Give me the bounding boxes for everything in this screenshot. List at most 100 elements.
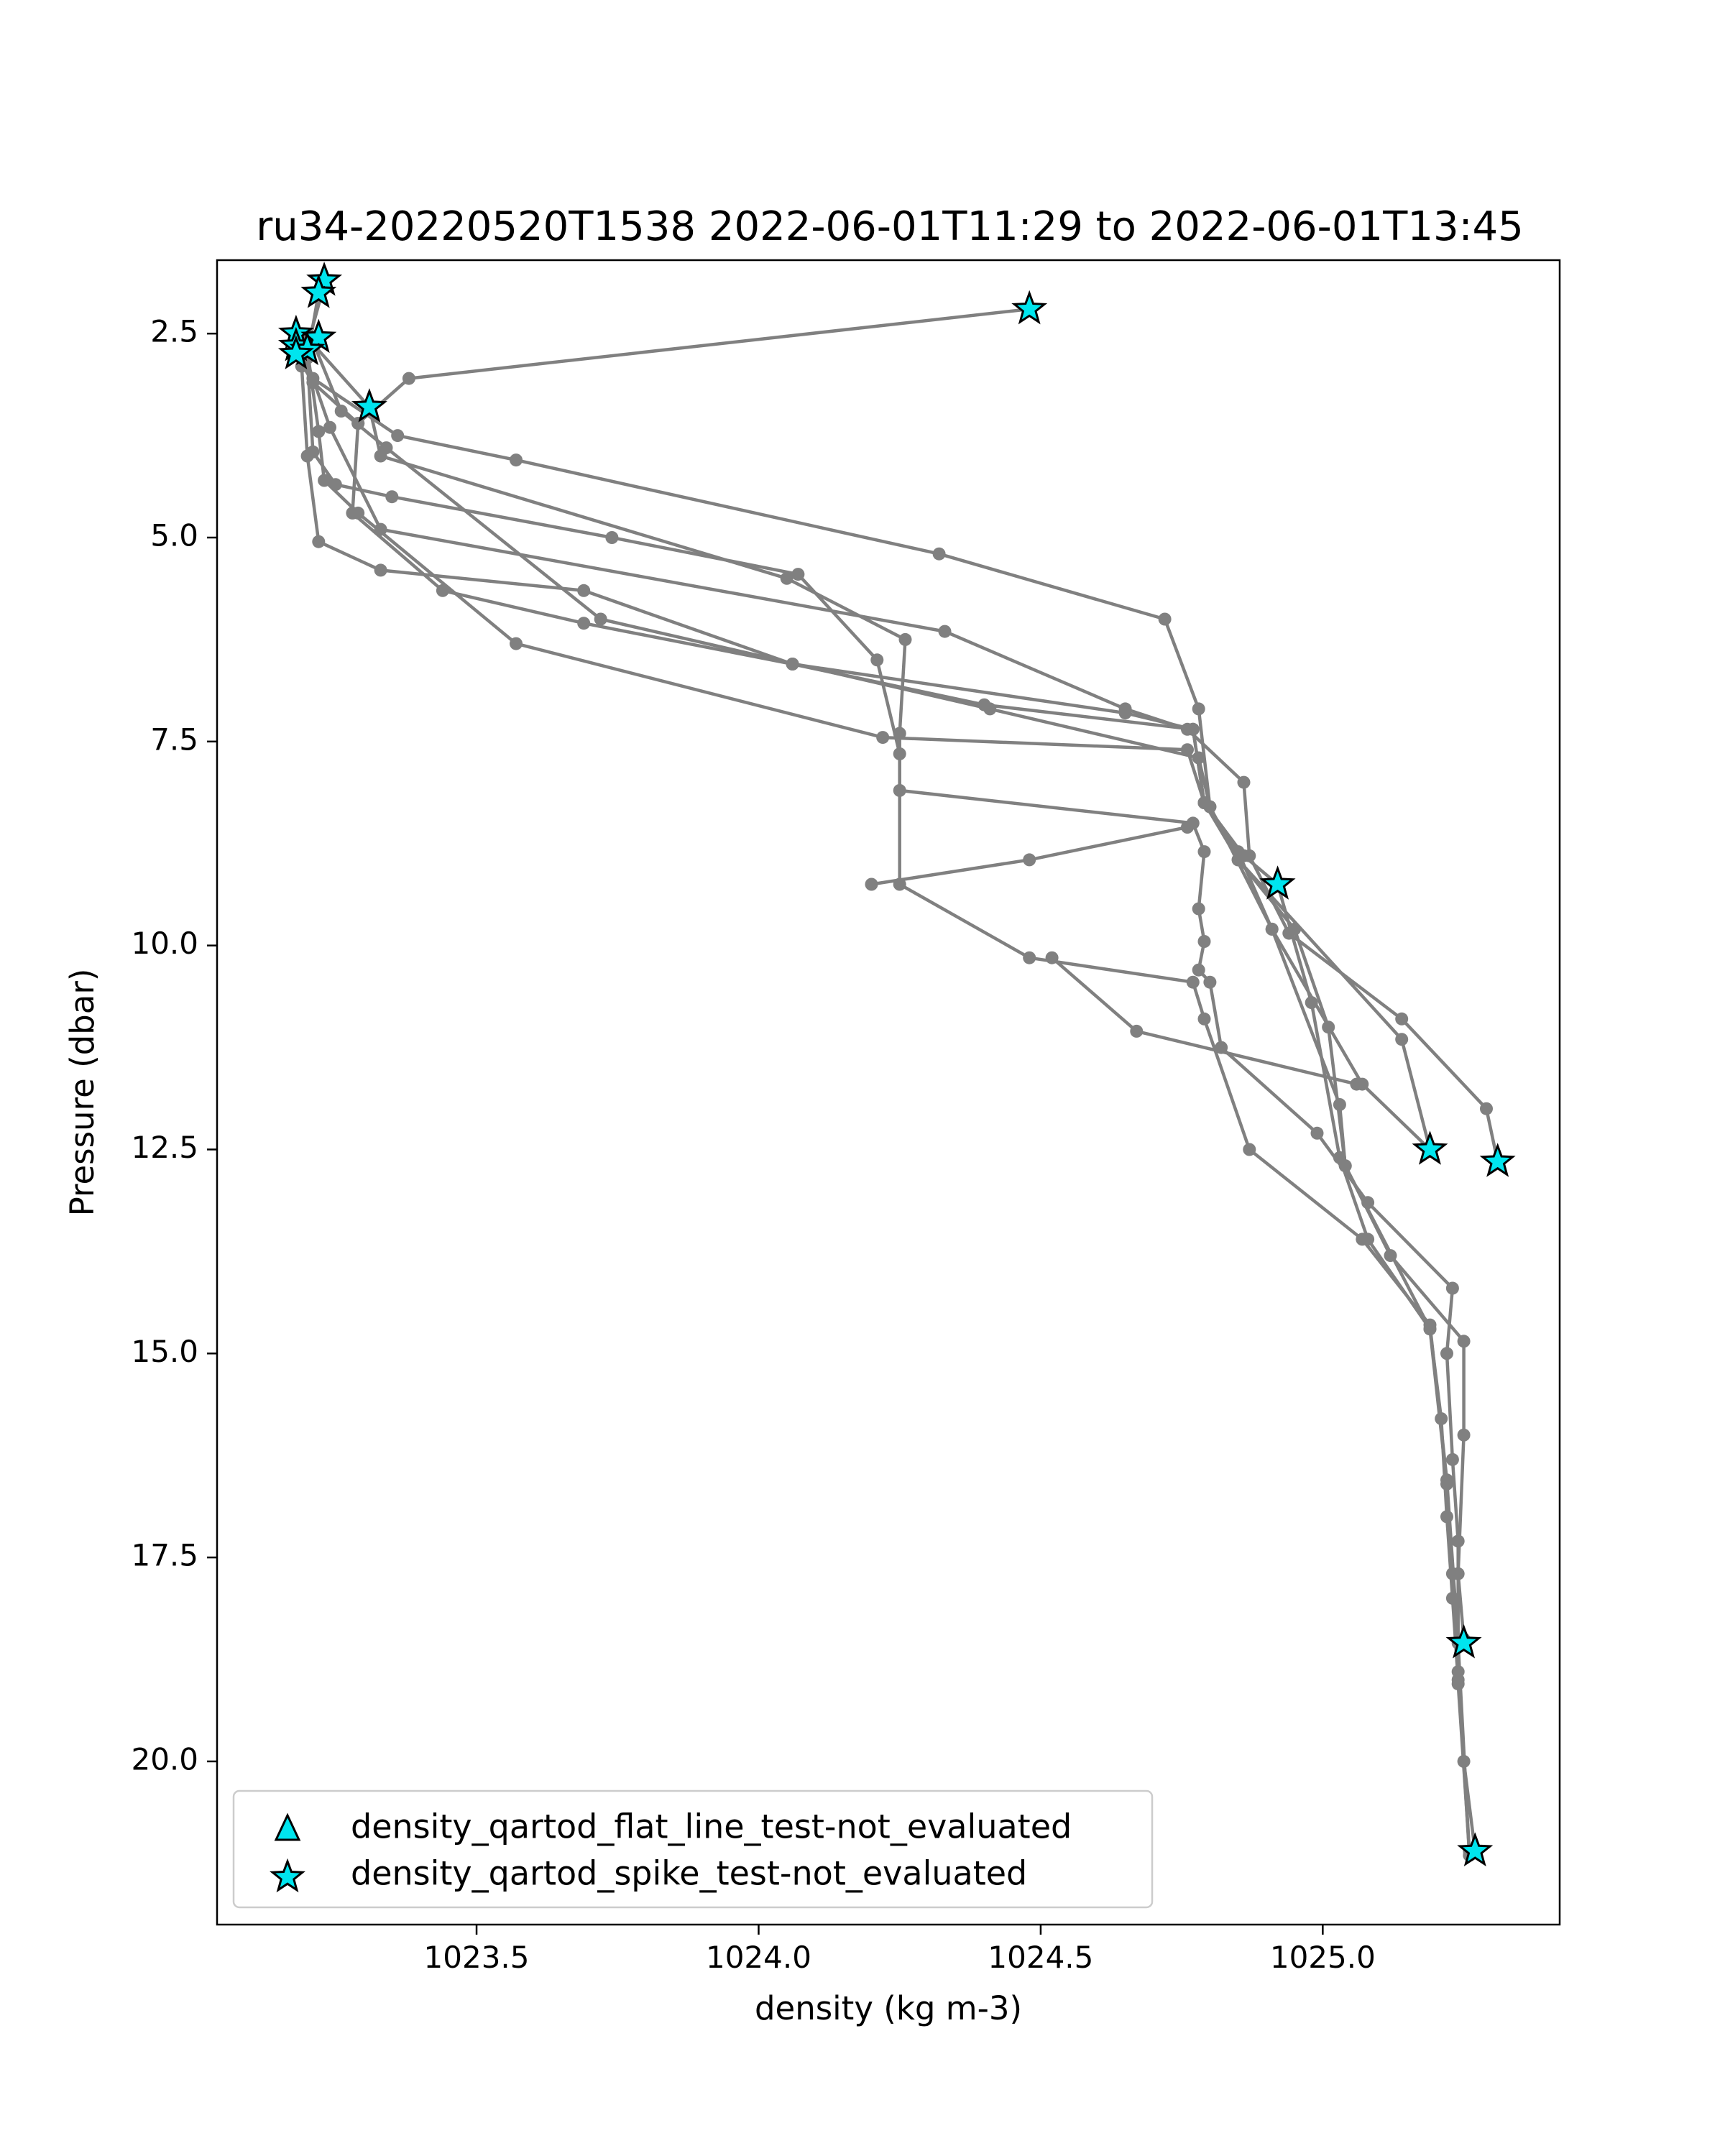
y-tick-label-0: 2.5 — [150, 314, 198, 349]
data-point-7-5 — [436, 584, 449, 597]
spike-test-star-11 — [1479, 1143, 1516, 1177]
data-point-6-6 — [1181, 743, 1194, 757]
data-point-9-2 — [865, 877, 878, 891]
data-point-7-16 — [1440, 1477, 1453, 1491]
legend-star-marker — [270, 1858, 305, 1893]
spike-test-star-1 — [300, 274, 337, 308]
data-point-8-1 — [402, 372, 415, 385]
y-axis-label: Pressure (dbar) — [63, 969, 101, 1217]
series-line-7 — [294, 340, 1471, 1851]
data-point-3-17 — [1440, 1347, 1453, 1360]
data-point-3-4 — [898, 632, 912, 646]
data-point-1-5 — [605, 531, 619, 544]
data-point-3-6 — [893, 783, 906, 797]
legend-label-flat-line: density_qartod_flat_line_test-not_evalua… — [351, 1807, 1072, 1846]
data-point-3-20 — [1451, 1665, 1465, 1679]
data-point-6-1 — [312, 425, 326, 438]
data-point-7-7 — [786, 658, 799, 671]
data-point-1-9 — [893, 877, 906, 891]
legend-triangle-shape — [274, 1812, 301, 1841]
y-tick-label-6: 17.5 — [131, 1538, 198, 1573]
y-axis: 2.5 5.0 7.5 10.0 12.5 15.0 17.5 20.0 — [131, 314, 217, 1777]
data-point-2-4 — [932, 547, 946, 561]
data-point-0-3 — [312, 535, 326, 548]
data-point-3-10 — [1197, 935, 1211, 948]
data-point-1-10 — [1023, 951, 1036, 964]
data-point-4-5 — [983, 702, 997, 716]
y-tick-label-3: 10.0 — [131, 926, 198, 961]
data-point-1-2 — [306, 445, 320, 459]
x-tick-label-0: 1023.5 — [424, 1940, 530, 1975]
data-point-1-8 — [893, 747, 906, 760]
data-point-2-14 — [1457, 1428, 1471, 1442]
data-point-3-3 — [780, 571, 794, 585]
data-point-5-2 — [374, 522, 387, 536]
y-tick-label-1: 5.0 — [150, 518, 198, 553]
data-point-7-13 — [1333, 1098, 1346, 1111]
data-point-7-12 — [1265, 922, 1279, 936]
data-point-3-19 — [1451, 1534, 1465, 1548]
data-point-1-6 — [791, 568, 805, 581]
data-point-7-2 — [306, 376, 320, 390]
data-point-7-17 — [1445, 1567, 1459, 1580]
data-point-9-1 — [1023, 853, 1036, 867]
data-point-2-6 — [1192, 702, 1205, 716]
data-point-7-14 — [1338, 1159, 1352, 1173]
data-point-2-10 — [1322, 1021, 1335, 1034]
data-point-5-10 — [1480, 1102, 1493, 1115]
spike-test-star-10 — [1412, 1130, 1448, 1165]
data-point-1-4 — [385, 490, 399, 504]
y-tick-label-4: 12.5 — [131, 1130, 198, 1165]
data-point-3-13 — [1215, 1041, 1228, 1054]
spike-test-star-8 — [351, 388, 387, 423]
x-tick-label-1: 1024.0 — [706, 1940, 811, 1975]
data-point-3-9 — [1192, 902, 1205, 916]
data-point-5-8 — [1282, 926, 1296, 940]
series-line-5 — [300, 345, 1499, 1162]
data-point-10-2 — [1350, 1077, 1363, 1091]
data-point-5-6 — [1237, 775, 1251, 789]
data-point-0-18 — [1445, 1591, 1459, 1605]
data-point-0-5 — [577, 584, 591, 597]
data-point-1-7 — [870, 653, 884, 667]
y-tick-label-5: 15.0 — [131, 1334, 198, 1369]
data-point-1-13 — [1243, 1143, 1256, 1156]
data-point-5-7 — [1243, 849, 1256, 862]
data-point-7-9 — [1186, 722, 1200, 736]
spike-test-star-7 — [1011, 290, 1048, 325]
data-point-10-1 — [1130, 1024, 1144, 1038]
y-tick-label-7: 20.0 — [131, 1741, 198, 1777]
data-point-1-11 — [1186, 975, 1200, 989]
data-point-7-18 — [1451, 1677, 1465, 1691]
data-point-10-0 — [1045, 951, 1059, 964]
data-point-2-3 — [510, 453, 523, 467]
data-point-3-12 — [1203, 975, 1217, 989]
x-axis: 1023.5 1024.0 1024.5 1025.0 — [424, 1925, 1376, 1975]
data-point-9-0 — [1181, 821, 1194, 834]
data-point-7-4 — [346, 506, 359, 520]
legend-triangle-marker — [274, 1812, 301, 1841]
legend-star-shape — [270, 1858, 305, 1893]
data-point-0-16 — [1435, 1412, 1448, 1426]
data-point-1-3 — [328, 478, 342, 492]
data-point-1-12 — [1197, 1012, 1211, 1026]
data-point-4-2 — [334, 405, 348, 418]
data-point-7-10 — [1197, 796, 1211, 809]
data-point-7-6 — [577, 617, 591, 630]
data-point-4-3 — [380, 441, 393, 455]
data-point-5-3 — [938, 625, 952, 638]
data-point-3-16 — [1445, 1281, 1459, 1295]
legend: density_qartod_flat_line_test-not_evalua… — [232, 1789, 1154, 1909]
data-point-4-4 — [594, 612, 607, 626]
data-point-6-9 — [1395, 1033, 1409, 1046]
data-point-6-4 — [510, 637, 523, 650]
data-point-3-11 — [1192, 963, 1205, 977]
data-point-4-6 — [1192, 751, 1205, 765]
data-point-3-18 — [1445, 1452, 1459, 1466]
x-tick-label-2: 1024.5 — [988, 1940, 1093, 1975]
plot-frame — [216, 259, 1561, 1926]
data-point-0-12 — [1305, 996, 1318, 1010]
data-point-6-2 — [318, 474, 331, 487]
chart-title: ru34-20220520T1538 2022-06-01T11:29 to 2… — [256, 203, 1523, 250]
